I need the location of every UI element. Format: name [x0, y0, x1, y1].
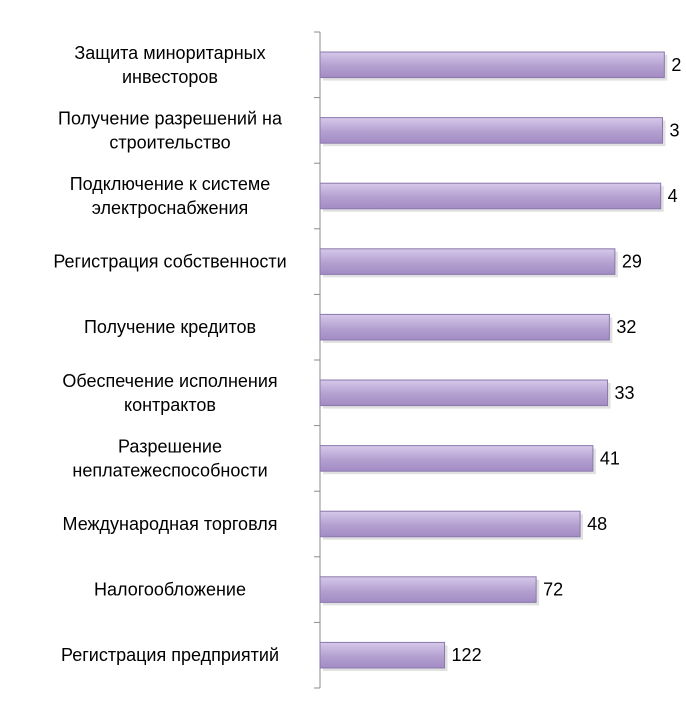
value-label: 2 — [671, 55, 681, 75]
value-label: 48 — [587, 514, 607, 534]
bar — [319, 117, 664, 144]
bar — [319, 248, 616, 275]
bar — [319, 576, 537, 603]
bar — [319, 51, 665, 79]
bar — [319, 379, 609, 407]
value-label: 32 — [616, 317, 636, 337]
category-label: Получение разрешений на строительство — [58, 108, 283, 152]
category-label: Получение кредитов — [84, 317, 256, 337]
bar — [319, 445, 594, 472]
category-axis — [314, 31, 321, 689]
value-label: 41 — [600, 448, 620, 468]
category-label: Разрешение неплатежеспособности — [72, 436, 267, 480]
value-labels: 2 3 4 29 32 33 41 48 72 122 — [452, 55, 682, 665]
value-label: 4 — [668, 186, 678, 206]
category-label: Регистрация собственности — [53, 252, 286, 272]
category-labels: Защита миноритарных инвесторов Получение р… — [53, 43, 286, 665]
value-label: 122 — [452, 645, 482, 665]
category-label: Международная торговля — [63, 514, 278, 534]
value-label: 3 — [670, 120, 680, 140]
category-label: Подключение к системе электроснабжения — [70, 174, 271, 218]
category-label: Обеспечение исполнения контрактов — [62, 371, 277, 415]
bar — [319, 182, 662, 210]
value-label: 29 — [622, 252, 642, 272]
value-label: 72 — [543, 580, 563, 600]
category-label: Налогообложение — [94, 580, 246, 600]
value-label: 33 — [615, 383, 635, 403]
category-label: Регистрация предприятий — [61, 645, 279, 665]
bar — [319, 510, 581, 538]
bar — [319, 313, 610, 341]
category-label: Защита миноритарных инвесторов — [74, 43, 265, 87]
bars — [319, 51, 668, 671]
bar — [319, 641, 446, 669]
